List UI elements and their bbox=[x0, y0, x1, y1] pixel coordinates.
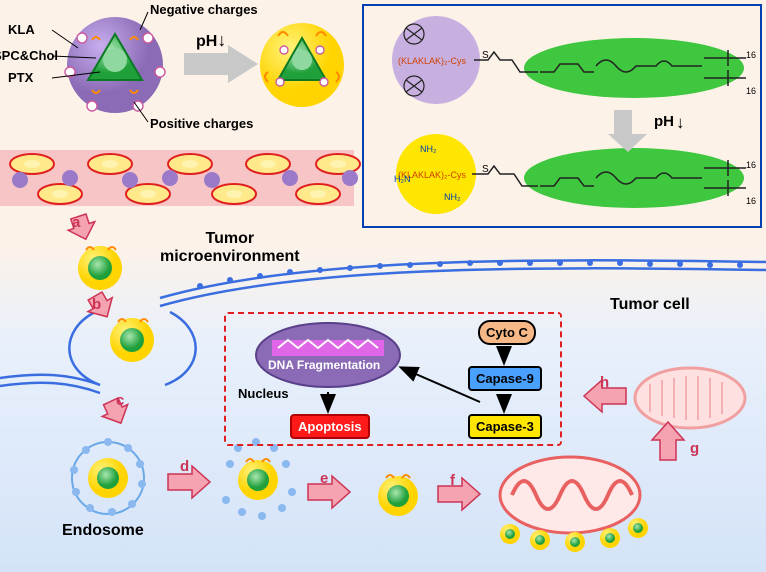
svg-text:16: 16 bbox=[746, 50, 756, 60]
step-b: b bbox=[92, 296, 101, 313]
blood-particles bbox=[12, 170, 358, 188]
label-ptx: PTX bbox=[8, 70, 33, 85]
svg-text:NH₂: NH₂ bbox=[420, 144, 437, 154]
svg-text:16: 16 bbox=[746, 86, 756, 96]
label-kla: KLA bbox=[8, 22, 35, 37]
step-d: d bbox=[180, 458, 189, 475]
nanoparticle-purple bbox=[65, 17, 165, 113]
dna-frag-text: DNA Fragmentation bbox=[268, 358, 380, 372]
ph-text: pH↓ bbox=[196, 30, 226, 51]
rbc-row bbox=[10, 154, 360, 204]
cytoc-box: Cyto C bbox=[478, 320, 536, 345]
tumor-cell-label: Tumor cell bbox=[610, 296, 690, 314]
step-h: h bbox=[600, 374, 609, 391]
np-b bbox=[110, 318, 154, 362]
label-spc: SPC&Chol bbox=[0, 48, 58, 63]
svg-text:pH: pH bbox=[654, 113, 674, 130]
step-f: f bbox=[450, 472, 455, 489]
svg-text:16: 16 bbox=[746, 160, 756, 170]
step-a: a bbox=[72, 214, 80, 231]
endosome-label: Endosome bbox=[62, 522, 144, 540]
np-on-mito bbox=[500, 518, 648, 552]
np-e bbox=[378, 475, 418, 516]
tumor-env-label: Tumor microenvironment bbox=[160, 230, 300, 266]
leader-lines bbox=[52, 12, 148, 122]
svg-text:NH₂: NH₂ bbox=[444, 192, 461, 202]
chem-transition-arrow bbox=[608, 110, 647, 152]
capase9-box: Capase-9 bbox=[468, 366, 542, 391]
peptide-top-label: (KLAKLAK)₂-Cys bbox=[398, 56, 467, 66]
nanoparticle-yellow bbox=[260, 23, 344, 107]
label-pos: Positive charges bbox=[150, 116, 253, 131]
step-c: c bbox=[116, 392, 124, 409]
mitochondrion-damaged bbox=[635, 368, 745, 428]
label-neg: Negative charges bbox=[150, 2, 258, 17]
endosome-burst bbox=[222, 438, 296, 520]
endosome bbox=[70, 438, 146, 516]
np-a bbox=[78, 246, 122, 290]
step-g: g bbox=[690, 440, 699, 457]
svg-text:16: 16 bbox=[746, 196, 756, 206]
svg-text:S: S bbox=[482, 164, 489, 175]
membrane-lower-left bbox=[0, 375, 100, 393]
mitochondrion bbox=[500, 457, 640, 533]
svg-text:H₂N: H₂N bbox=[394, 174, 411, 184]
apoptosis-box: Apoptosis bbox=[290, 414, 370, 439]
chem-svg: pH ↓ (KLAKLAK)₂-Cys (KLAKLAK)₂-Cys NH₂ H… bbox=[364, 6, 764, 230]
membrane-fold bbox=[69, 312, 195, 385]
blood-vessel bbox=[0, 150, 354, 206]
capase3-box: Capase-3 bbox=[468, 414, 542, 439]
svg-text:↓: ↓ bbox=[676, 113, 685, 132]
svg-text:S: S bbox=[482, 50, 489, 61]
chemistry-panel: pH ↓ (KLAKLAK)₂-Cys (KLAKLAK)₂-Cys NH₂ H… bbox=[362, 4, 762, 228]
step-e: e bbox=[320, 470, 328, 487]
